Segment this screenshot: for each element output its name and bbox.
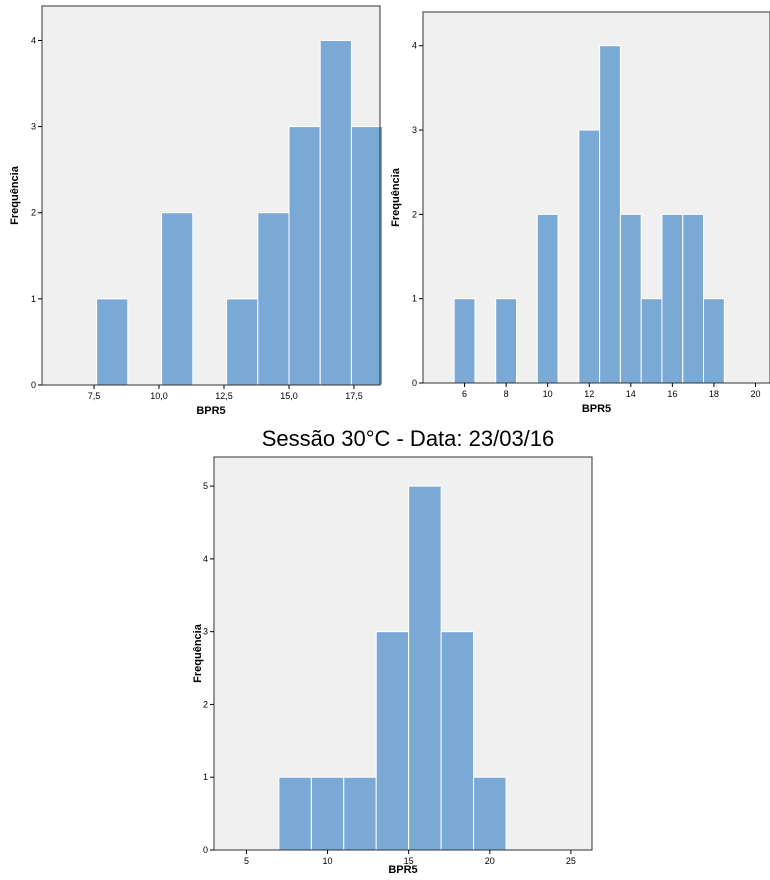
y-tick-label: 1 <box>203 772 208 782</box>
histogram-bar <box>257 212 290 386</box>
x-tick-label: 20 <box>750 389 760 399</box>
x-tick-label: 15,0 <box>280 391 298 401</box>
x-tick-label: 12,5 <box>215 391 233 401</box>
x-tick-label: 10 <box>323 856 333 866</box>
x-tick-label: 17,5 <box>345 391 363 401</box>
histogram-bar <box>288 126 321 386</box>
histogram-bar <box>319 39 352 386</box>
y-tick-label: 0 <box>203 845 208 855</box>
histogram-bar <box>495 298 518 384</box>
histogram-bar <box>640 298 663 384</box>
x-tick-label: 12 <box>584 389 594 399</box>
plot-frame <box>422 11 770 384</box>
x-tick-label: 7,5 <box>88 391 101 401</box>
histogram-bar <box>161 212 194 386</box>
histogram-bar <box>473 776 507 851</box>
y-tick-label: 0 <box>412 378 417 388</box>
x-tick-label: 16 <box>667 389 677 399</box>
y-axis-label: Frequência <box>9 165 21 225</box>
y-tick-label: 4 <box>31 35 36 45</box>
y-tick-label: 2 <box>31 208 36 218</box>
y-tick-label: 2 <box>203 699 208 709</box>
x-axis-label: BPR5 <box>388 864 417 876</box>
histogram-bar <box>578 129 601 384</box>
y-axis-label: Frequência <box>390 167 402 227</box>
y-tick-label: 1 <box>31 294 36 304</box>
y-tick-label: 1 <box>412 294 417 304</box>
histogram-bar <box>343 776 377 851</box>
histogram-bar <box>703 298 725 384</box>
histogram-bar <box>682 213 705 384</box>
x-tick-label: 20 <box>485 856 495 866</box>
histogram-bar <box>350 126 384 386</box>
y-tick-label: 3 <box>31 122 36 132</box>
histogram-bar <box>453 298 476 384</box>
histogram-bar <box>96 298 129 386</box>
histogram-panel-3: 0 1 2 3 4 5 5 10 15 20 25 BPR5 Frequência <box>192 456 593 876</box>
histogram-bar <box>599 45 621 384</box>
x-axis-label: BPR5 <box>582 403 611 415</box>
x-tick-label: 10 <box>543 389 553 399</box>
y-tick-label: 4 <box>412 41 417 51</box>
y-tick-label: 2 <box>412 209 417 219</box>
histogram-bar <box>310 776 345 851</box>
histogram-bar <box>278 776 312 851</box>
x-tick-label: 18 <box>709 389 719 399</box>
y-axis-label: Frequência <box>192 623 204 683</box>
histogram-panel-1: 0 1 2 3 4 7,5 10,0 12,5 15,0 17,5 BPR5 Frequência <box>9 5 384 417</box>
x-tick-label: 15 <box>404 856 414 866</box>
y-tick-label: 4 <box>203 554 208 564</box>
section-title: Sessão 30°C - Data: 23/03/16 <box>262 426 555 451</box>
plot-frame <box>213 456 593 851</box>
y-tick-label: 3 <box>412 125 417 135</box>
histogram-bar <box>536 213 559 384</box>
x-tick-label: 14 <box>626 389 636 399</box>
x-tick-label: 8 <box>504 389 509 399</box>
y-tick-label: 0 <box>31 380 36 390</box>
x-tick-label: 25 <box>566 856 576 866</box>
histogram-bar <box>440 631 475 851</box>
y-tick-label: 5 <box>203 481 208 491</box>
histogram-bar <box>226 298 259 386</box>
histogram-bar <box>661 213 684 384</box>
histogram-bar <box>375 631 410 851</box>
x-axis-label: BPR5 <box>196 405 225 417</box>
x-tick-label: 10,0 <box>150 391 168 401</box>
x-tick-label: 5 <box>244 856 249 866</box>
x-tick-label: 6 <box>462 389 467 399</box>
histogram-bar <box>619 213 642 384</box>
y-tick-label: 3 <box>203 627 208 637</box>
histogram-bar <box>408 485 442 851</box>
plot-frame <box>41 5 381 386</box>
